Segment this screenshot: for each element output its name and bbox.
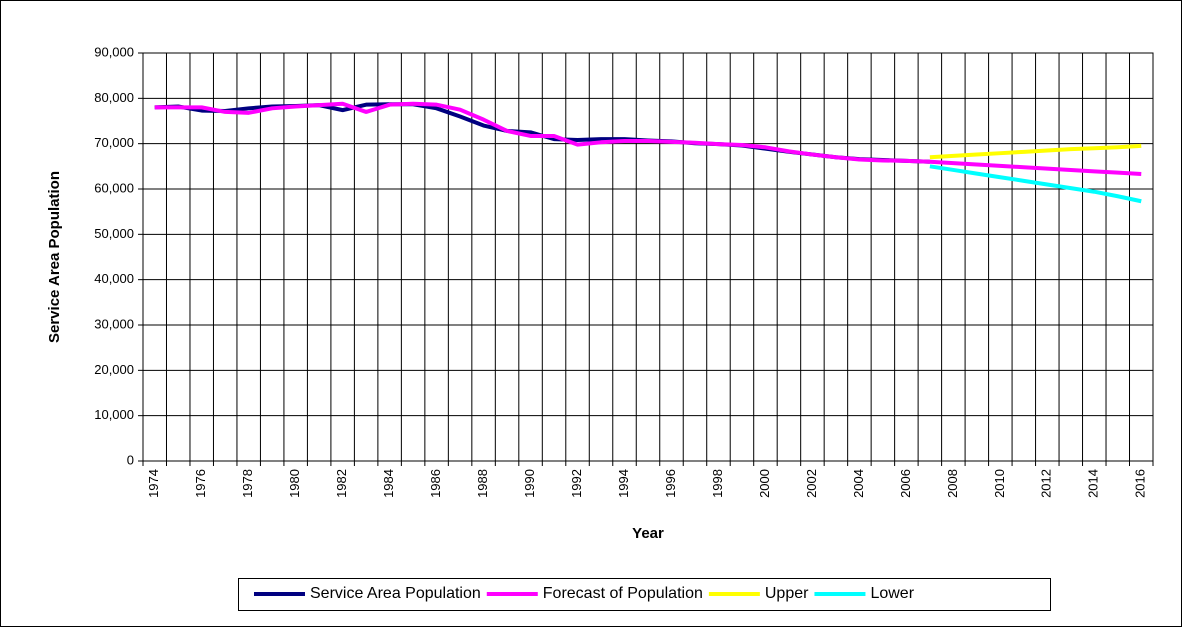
y-tick-label: 10,000 bbox=[94, 407, 134, 422]
legend-label: Service Area Population bbox=[310, 585, 481, 602]
plot-area bbox=[142, 52, 1154, 462]
x-tick-label: 1990 bbox=[522, 469, 537, 498]
x-tick-label: 2014 bbox=[1086, 469, 1101, 498]
legend bbox=[238, 578, 1051, 611]
x-tick-label: 1988 bbox=[475, 469, 490, 498]
x-tick-label: 2004 bbox=[851, 469, 866, 498]
x-tick-label: 1984 bbox=[381, 469, 396, 498]
y-axis-title: Service Area Population bbox=[46, 171, 63, 343]
series-line bbox=[929, 164, 1142, 204]
x-tick-label: 1996 bbox=[663, 469, 678, 498]
x-tick-label: 1998 bbox=[710, 469, 725, 498]
y-tick-label: 0 bbox=[127, 452, 134, 467]
series-line bbox=[154, 101, 1142, 177]
x-tick-label: 2008 bbox=[945, 469, 960, 498]
x-tick-label: 1980 bbox=[287, 469, 302, 498]
y-tick-label: 50,000 bbox=[94, 226, 134, 241]
x-tick-label: 2006 bbox=[898, 469, 913, 498]
y-tick-label: 60,000 bbox=[94, 180, 134, 195]
x-axis-title: Year bbox=[632, 525, 664, 542]
x-tick-label: 1978 bbox=[240, 469, 255, 498]
y-tick-label: 20,000 bbox=[94, 362, 134, 377]
x-tick-label: 1986 bbox=[428, 469, 443, 498]
x-tick-label: 1974 bbox=[146, 469, 161, 498]
x-tick-label: 1982 bbox=[334, 469, 349, 498]
x-tick-label: 2016 bbox=[1133, 469, 1148, 498]
legend-label: Forecast of Population bbox=[543, 585, 703, 602]
y-tick-label: 70,000 bbox=[94, 135, 134, 150]
x-tick-label: 2002 bbox=[804, 469, 819, 498]
legend-label: Lower bbox=[870, 585, 914, 602]
series-line bbox=[929, 143, 1142, 160]
x-tick-label: 1994 bbox=[616, 469, 631, 498]
y-tick-label: 40,000 bbox=[94, 271, 134, 286]
x-tick-label: 2012 bbox=[1039, 469, 1054, 498]
x-tick-label: 1976 bbox=[193, 469, 208, 498]
x-tick-label: 2000 bbox=[757, 469, 772, 498]
x-tick-label: 1992 bbox=[569, 469, 584, 498]
legend-label: Upper bbox=[765, 585, 809, 602]
y-tick-label: 80,000 bbox=[94, 90, 134, 105]
y-tick-label: 90,000 bbox=[94, 44, 134, 59]
x-tick-label: 2010 bbox=[992, 469, 1007, 498]
y-tick-label: 30,000 bbox=[94, 316, 134, 331]
